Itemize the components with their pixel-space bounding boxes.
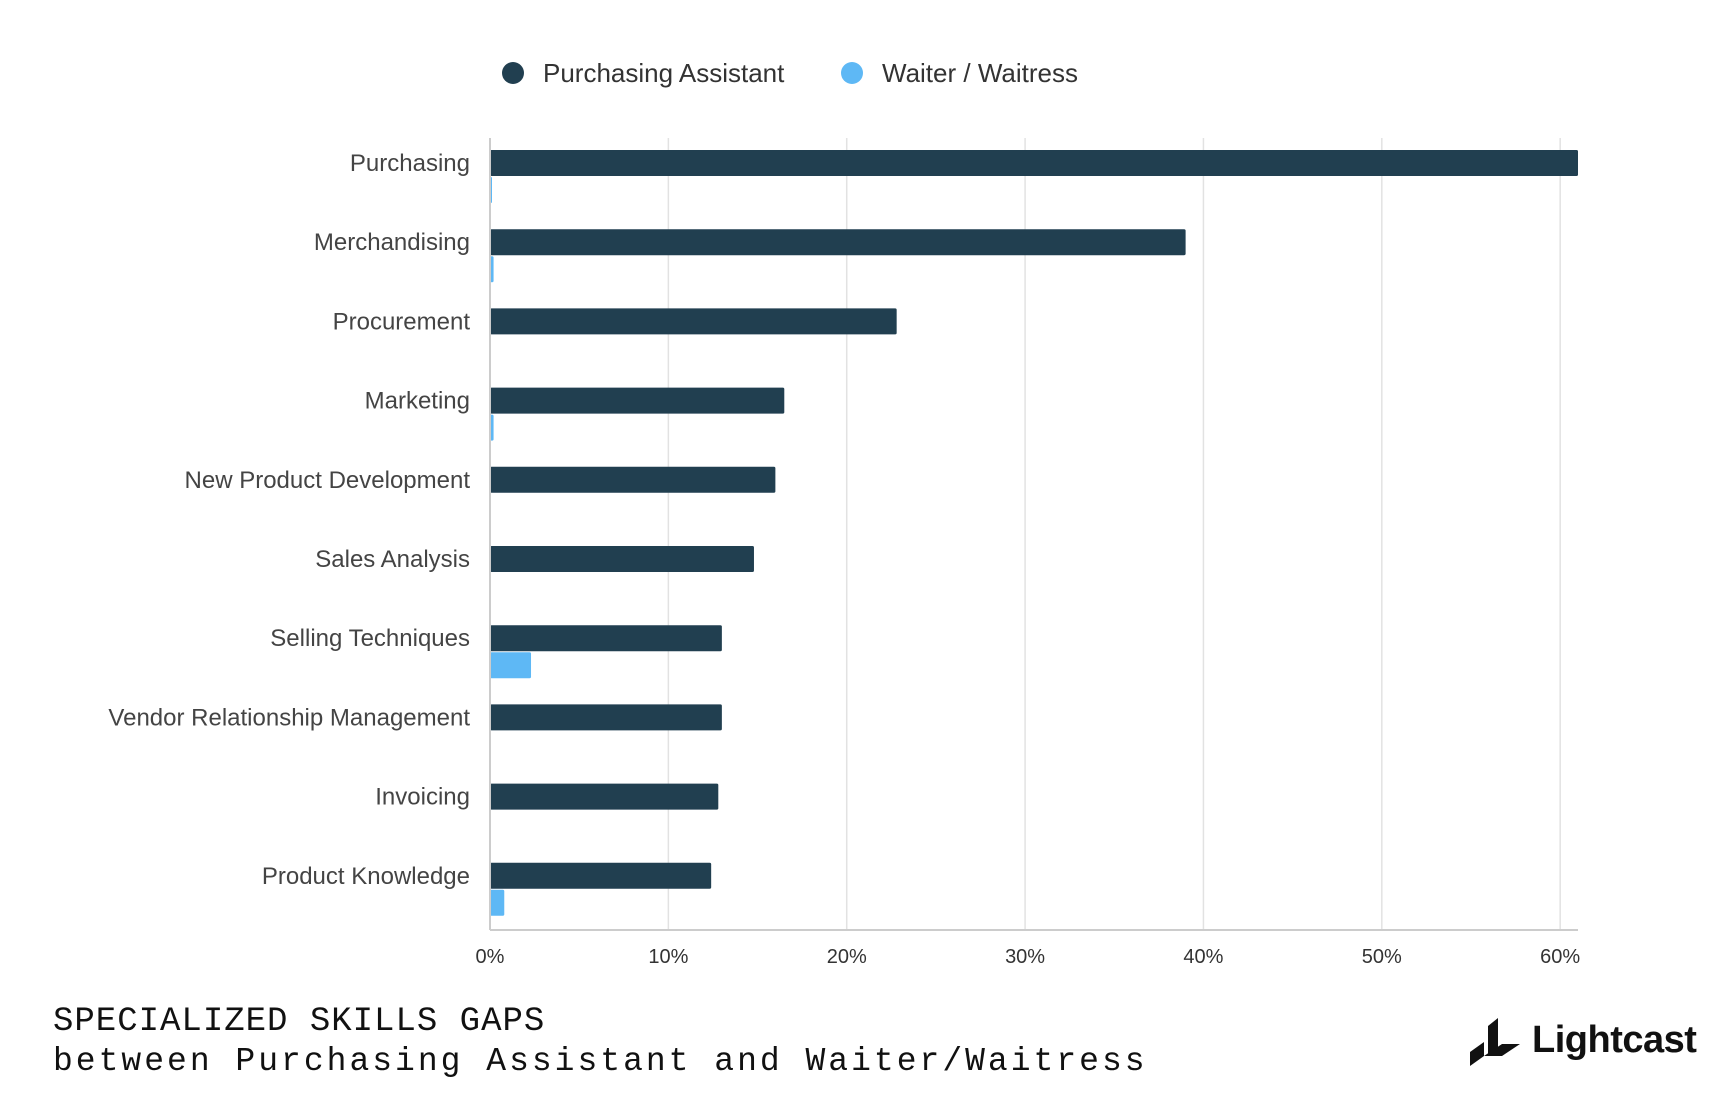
category-label: Invoicing: [375, 784, 470, 811]
x-tick-label: 50%: [1362, 946, 1402, 968]
bar-waiter-waitress: [490, 652, 532, 679]
x-tick-label: 0%: [476, 946, 505, 968]
caption-subtitle: between Purchasing Assistant and Waiter/…: [53, 1043, 1148, 1080]
gridlines: [667, 138, 1561, 930]
bar-purchasing-assistant: [490, 546, 754, 572]
x-tick-label: 30%: [1005, 946, 1045, 968]
bar-purchasing-assistant: [490, 308, 897, 335]
category-label: Sales Analysis: [315, 546, 470, 573]
bar-purchasing-assistant: [490, 150, 1578, 176]
bars: [490, 150, 1578, 916]
legend-item-waiter-waitress: Waiter / Waitress: [841, 58, 1078, 88]
bar-purchasing-assistant: [490, 862, 712, 889]
legend-swatch: [841, 62, 863, 84]
legend-label: Purchasing Assistant: [543, 58, 785, 88]
axes: [489, 138, 1578, 931]
category-labels: Purchasing Merchandising Procurement Market…: [108, 150, 470, 890]
x-tick-label: 40%: [1183, 946, 1223, 968]
bar-purchasing-assistant: [490, 783, 719, 810]
category-label: Marketing: [365, 388, 470, 415]
x-tick-label: 20%: [827, 946, 867, 968]
bar-purchasing-assistant: [490, 466, 776, 493]
legend-swatch: [502, 62, 524, 84]
category-label: Merchandising: [314, 229, 470, 256]
x-axis-ticks: 0% 10% 20% 30% 40% 50% 60%: [476, 946, 1581, 968]
category-label: Product Knowledge: [262, 863, 470, 890]
bar-purchasing-assistant: [490, 625, 722, 652]
caption-title: SPECIALIZED SKILLS GAPS: [53, 1003, 546, 1041]
category-label: Selling Techniques: [270, 625, 470, 652]
bar-purchasing-assistant: [490, 704, 722, 731]
brand-name: Lightcast: [1532, 1018, 1697, 1061]
bar-waiter-waitress: [490, 889, 505, 916]
legend: Purchasing Assistant Waiter / Waitress: [502, 58, 1078, 88]
bar-purchasing-assistant: [490, 387, 785, 414]
brand-logo: Lightcast: [1468, 1010, 1697, 1070]
category-label: Vendor Relationship Management: [108, 704, 470, 731]
bar-purchasing-assistant: [490, 229, 1186, 256]
x-tick-label: 10%: [648, 946, 688, 968]
category-label: Purchasing: [350, 150, 470, 177]
category-label: Procurement: [333, 308, 471, 335]
category-label: New Product Development: [185, 467, 471, 494]
legend-item-purchasing-assistant: Purchasing Assistant: [502, 58, 785, 88]
x-tick-label: 60%: [1540, 946, 1580, 968]
chart-caption: SPECIALIZED SKILLS GAPS between Purchasi…: [53, 1002, 1148, 1082]
legend-label: Waiter / Waitress: [882, 58, 1078, 88]
lightcast-logo-icon: [1470, 1018, 1520, 1066]
